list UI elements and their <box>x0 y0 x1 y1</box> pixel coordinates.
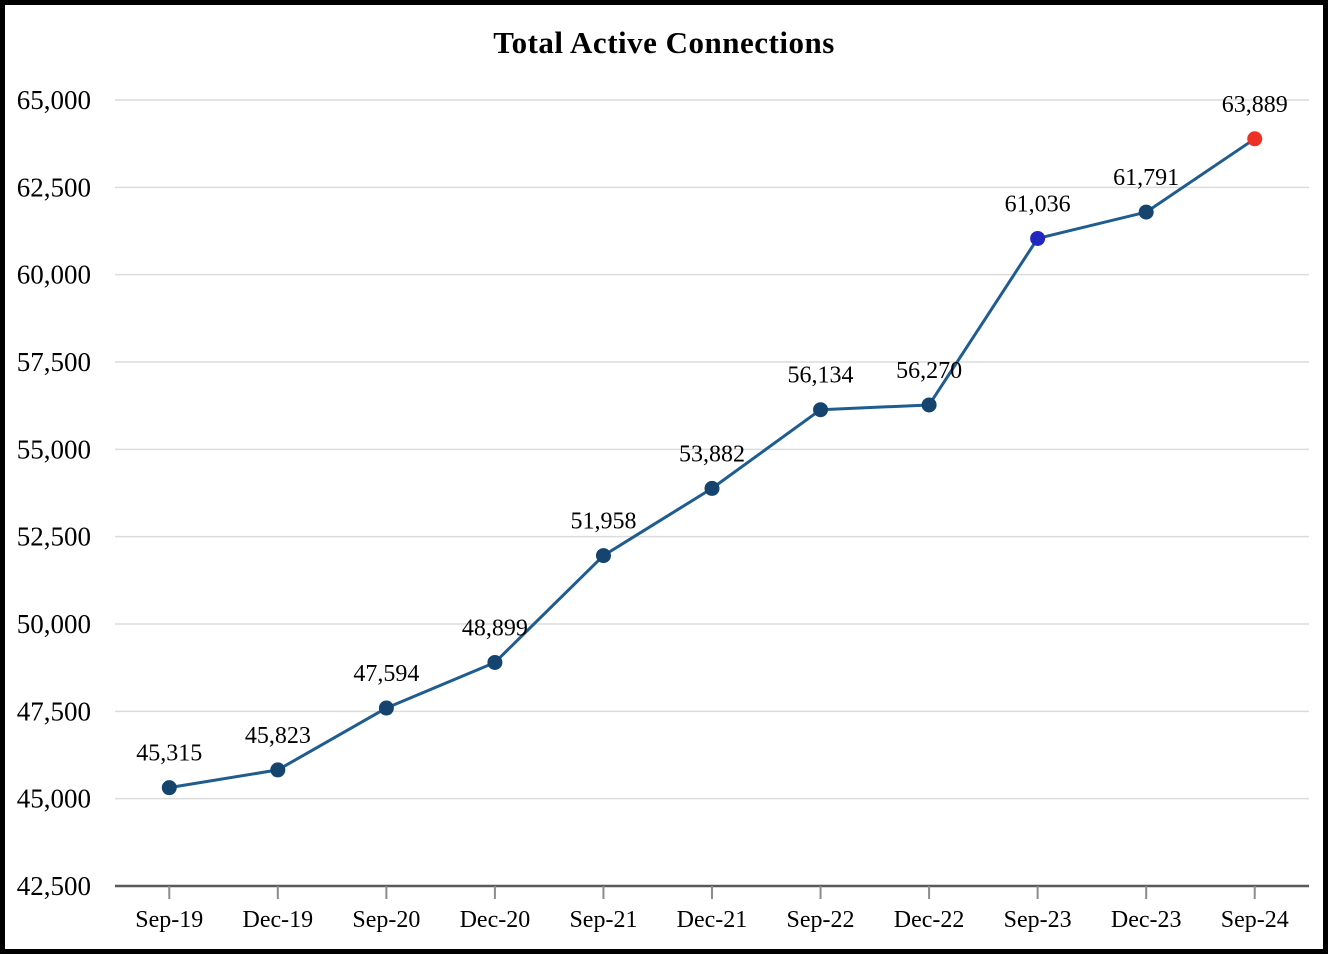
x-axis-tick-label: Sep-23 <box>1004 907 1072 933</box>
data-point-label: 47,594 <box>353 661 419 687</box>
data-point-marker <box>161 780 177 796</box>
y-axis-tick-label: 57,500 <box>17 347 91 377</box>
data-point-marker <box>1138 204 1154 220</box>
y-axis-tick-label: 52,500 <box>17 522 91 552</box>
data-point-marker <box>378 700 394 716</box>
y-axis-tick-label: 55,000 <box>17 434 91 464</box>
data-point-label: 63,889 <box>1222 92 1288 118</box>
data-point-marker <box>1247 131 1263 147</box>
y-axis-tick-label: 62,500 <box>17 172 91 202</box>
x-axis-tick-label: Sep-20 <box>352 907 420 933</box>
y-axis-tick-label: 45,000 <box>17 784 91 814</box>
data-point-label: 56,134 <box>788 363 854 389</box>
x-axis-tick-label: Dec-22 <box>894 907 965 933</box>
data-point-marker <box>270 762 286 778</box>
data-point-label: 45,315 <box>136 741 202 767</box>
data-point-marker <box>704 480 720 496</box>
x-axis-tick-label: Dec-20 <box>460 907 531 933</box>
y-axis-tick-label: 60,000 <box>17 260 91 290</box>
y-axis-tick-label: 47,500 <box>17 696 91 726</box>
x-axis-tick-label: Dec-19 <box>242 907 313 933</box>
data-point-label: 45,823 <box>245 723 311 749</box>
data-point-label: 51,958 <box>570 509 636 535</box>
chart-title: Total Active Connections <box>493 25 835 60</box>
data-point-marker <box>487 654 503 670</box>
data-point-marker <box>813 402 829 418</box>
data-point-marker <box>1030 230 1046 246</box>
x-axis-tick-label: Sep-19 <box>135 907 203 933</box>
data-point-label: 61,791 <box>1113 165 1179 191</box>
data-point-label: 48,899 <box>462 615 528 641</box>
data-point-label: 61,036 <box>1005 191 1071 217</box>
data-point-marker <box>595 548 611 564</box>
data-point-label: 56,270 <box>896 358 962 384</box>
chart-canvas: 42,500 45,000 47,500 50,000 52,500 55,000 57,5… <box>17 85 1309 933</box>
x-axis-tick-label: Dec-23 <box>1111 907 1182 933</box>
data-point-label: 53,882 <box>679 441 745 467</box>
data-point-marker <box>921 397 937 413</box>
x-axis-tick-label: Sep-21 <box>569 907 637 933</box>
x-axis-tick-label: Sep-24 <box>1221 907 1289 933</box>
x-axis-tick-label: Sep-22 <box>787 907 855 933</box>
x-axis-tick-label: Dec-21 <box>677 907 748 933</box>
y-axis-tick-label: 42,500 <box>17 871 91 901</box>
y-axis-tick-label: 65,000 <box>17 85 91 115</box>
y-axis-tick-label: 50,000 <box>17 609 91 639</box>
